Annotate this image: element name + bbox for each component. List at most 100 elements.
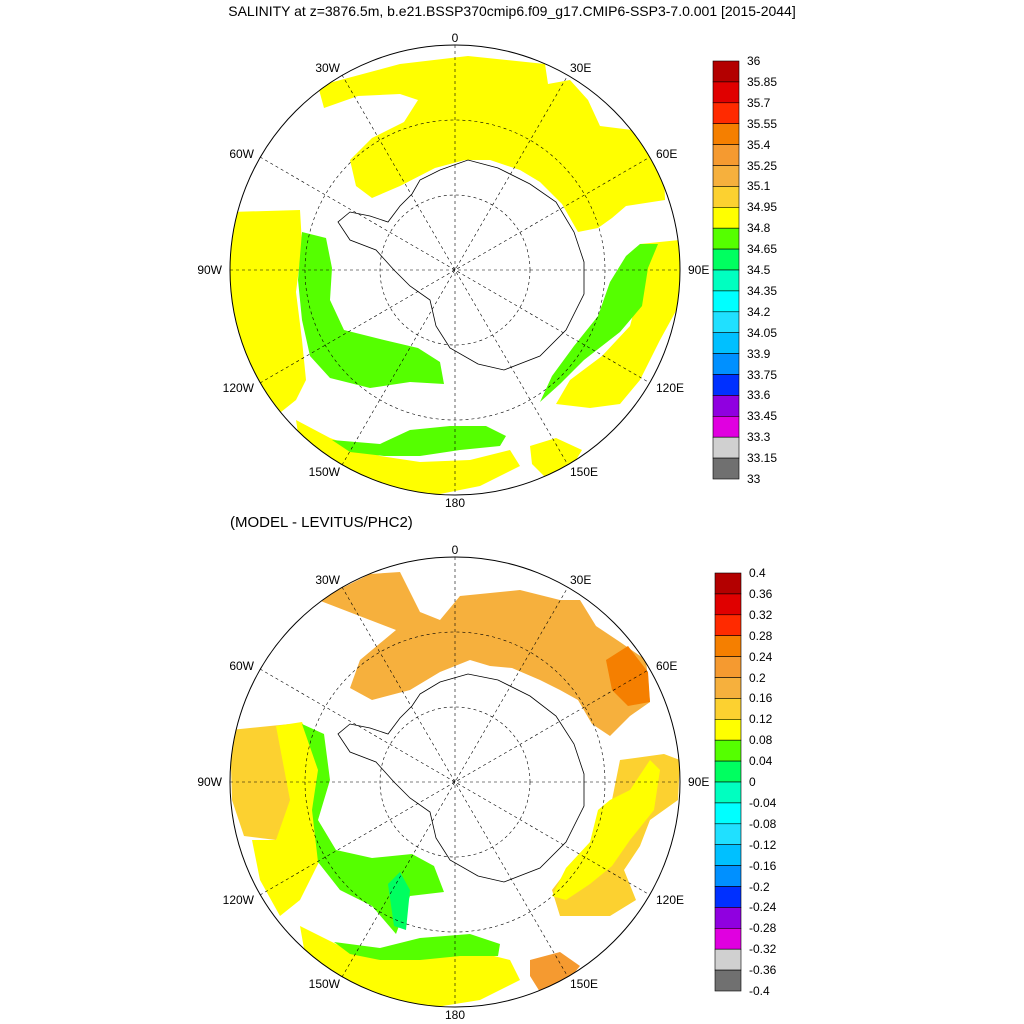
bottom-colorbar-tick-label: -0.16 bbox=[749, 858, 777, 873]
top-colorbar-swatch bbox=[712, 353, 740, 375]
top-colorbar-swatch bbox=[712, 207, 740, 229]
bottom-green-region-south bbox=[334, 934, 500, 960]
bottom-lon-label-150w: 150W bbox=[308, 977, 340, 991]
top-yellow-region-east bbox=[556, 240, 680, 408]
top-colorbar-tick-label: 33 bbox=[747, 472, 761, 486]
bottom-colorbar-swatch bbox=[714, 593, 742, 616]
bottom-colorbar-swatch bbox=[714, 886, 742, 908]
top-colorbar-tick-label: 35.4 bbox=[747, 137, 771, 152]
top-lon-label-60w: 60W bbox=[229, 147, 254, 161]
bottom-colorbar-swatch bbox=[714, 802, 742, 825]
bottom-colorbar-swatch bbox=[714, 572, 742, 595]
bottom-colorbar-tick-label: -0.08 bbox=[749, 816, 777, 831]
top-colorbar-swatch bbox=[712, 227, 740, 250]
bottom-colorbar-tick-label: -0.36 bbox=[749, 963, 777, 978]
bottom-colorbar-swatch bbox=[714, 969, 742, 992]
top-colorbar-tick-label: 33.6 bbox=[747, 388, 771, 403]
bottom-colorbar-tick-label: -0.32 bbox=[749, 942, 777, 957]
bottom-colorbar-swatch bbox=[714, 781, 742, 804]
top-colorbar-tick-label: 35.7 bbox=[747, 95, 771, 110]
bottom-colorbar-tick-label: 0.12 bbox=[749, 712, 773, 727]
top-colorbar-tick-label: 35.55 bbox=[747, 116, 778, 131]
top-colorbar-swatch bbox=[712, 186, 740, 208]
bottom-yellow-region-east bbox=[552, 760, 660, 900]
bottom-colorbar-tick-label: -0.4 bbox=[749, 984, 770, 998]
bottom-antarctica-coastline bbox=[337, 673, 585, 883]
bottom-lon-label-0: 0 bbox=[451, 543, 459, 557]
top-lon-label-90w: 90W bbox=[197, 263, 222, 277]
bottom-colorbar-swatch bbox=[714, 927, 742, 950]
bottom-colorbar-swatch bbox=[714, 718, 742, 741]
top-green-region-west bbox=[298, 232, 444, 388]
top-yellow-region-atlantic bbox=[318, 56, 665, 232]
top-colorbar-swatch bbox=[712, 457, 740, 480]
bottom-graticule bbox=[230, 557, 680, 1007]
bottom-colorbar-tick-label: 0.2 bbox=[749, 670, 766, 685]
top-colorbar-swatch bbox=[712, 332, 740, 354]
bottom-colorbar-swatch bbox=[714, 635, 742, 657]
top-lon-label-30w: 30W bbox=[315, 61, 340, 75]
top-lon-label-30e: 30E bbox=[570, 61, 592, 75]
top-colorbar-tick-label: 34.05 bbox=[747, 325, 778, 340]
bottom-colorbar-tick-label: 0.16 bbox=[749, 691, 773, 706]
top-lon-label-60e: 60E bbox=[656, 147, 678, 161]
top-colorbar-swatch bbox=[712, 436, 740, 459]
top-lon-label-120e: 120E bbox=[656, 381, 685, 395]
top-colorbar bbox=[712, 60, 740, 480]
top-colorbar-tick-label: 35.1 bbox=[747, 179, 771, 194]
bottom-colorbar-swatch bbox=[714, 760, 742, 783]
top-colorbar-swatch bbox=[712, 144, 740, 166]
bottom-deep-orange-patch bbox=[606, 646, 650, 706]
top-colorbar-tick-label: 33.75 bbox=[747, 367, 778, 382]
top-colorbar-tick-label: 33.9 bbox=[747, 346, 771, 361]
bottom-lon-label-30w: 30W bbox=[315, 573, 340, 587]
top-lon-label-90e: 90E bbox=[688, 263, 710, 277]
top-colorbar-tick-label: 34.2 bbox=[747, 304, 771, 319]
bottom-lon-label-90e: 90E bbox=[688, 775, 710, 789]
bottom-orange-region-atlantic bbox=[318, 572, 650, 736]
top-green-region-east bbox=[540, 244, 658, 402]
bottom-lon-label-120w: 120W bbox=[222, 893, 254, 907]
top-colorbar-swatch bbox=[712, 60, 740, 83]
bottom-colorbar-tick-label: 0.24 bbox=[749, 649, 773, 664]
top-colorbar-tick-label: 34.35 bbox=[747, 283, 778, 298]
difference-map-title: (MODEL - LEVITUS/PHC2) bbox=[230, 514, 413, 531]
top-lon-label-120w: 120W bbox=[222, 381, 254, 395]
bottom-colorbar-swatch bbox=[714, 823, 742, 845]
top-salinity-map bbox=[229, 44, 681, 496]
bottom-colorbar-swatch bbox=[714, 739, 742, 762]
top-colorbar-tick-label: 33.15 bbox=[747, 451, 778, 466]
bottom-lon-label-120e: 120E bbox=[656, 893, 685, 907]
bottom-colorbar-swatch bbox=[714, 698, 742, 720]
top-map-title: SALINITY at z=3876.5m, b.e21.BSSP370cmip… bbox=[228, 3, 796, 19]
top-colorbar-tick-label: 34.95 bbox=[747, 200, 778, 215]
top-colorbar-swatch bbox=[712, 81, 740, 104]
bottom-lon-label-60w: 60W bbox=[229, 659, 254, 673]
top-colorbar-swatch bbox=[712, 102, 740, 125]
bottom-colorbar-swatch bbox=[714, 844, 742, 866]
bottom-map-border bbox=[229, 556, 681, 1008]
top-colorbar-tick-label: 35.85 bbox=[747, 74, 778, 89]
top-map-border bbox=[229, 44, 681, 496]
top-antarctica-coastline bbox=[337, 159, 585, 371]
bottom-colorbar bbox=[714, 572, 742, 992]
top-colorbar-swatch bbox=[712, 248, 740, 271]
bottom-colorbar-swatch bbox=[714, 677, 742, 699]
top-colorbar-tick-label: 35.25 bbox=[747, 158, 778, 173]
bottom-colorbar-tick-label: 0 bbox=[749, 775, 756, 789]
bottom-colorbar-swatch bbox=[714, 656, 742, 678]
top-colorbar-swatch bbox=[712, 395, 740, 417]
top-colorbar-swatch bbox=[712, 165, 740, 187]
bottom-colorbar-tick-label: 0.4 bbox=[749, 566, 766, 580]
bottom-colorbar-tick-label: -0.24 bbox=[749, 900, 777, 915]
bottom-colorbar-tick-label: -0.2 bbox=[749, 879, 770, 894]
bottom-colorbar-tick-label: 0.36 bbox=[749, 586, 773, 601]
top-colorbar-tick-label: 36 bbox=[747, 54, 761, 68]
top-graticule bbox=[230, 45, 680, 495]
bottom-colorbar-swatch bbox=[714, 865, 742, 887]
bottom-yellow-region-west bbox=[252, 722, 322, 916]
top-colorbar-swatch bbox=[712, 269, 740, 292]
bottom-colorbar-swatch bbox=[714, 614, 742, 636]
bottom-colorbar-tick-label: 0.08 bbox=[749, 733, 773, 748]
top-colorbar-tick-label: 34.65 bbox=[747, 242, 778, 257]
